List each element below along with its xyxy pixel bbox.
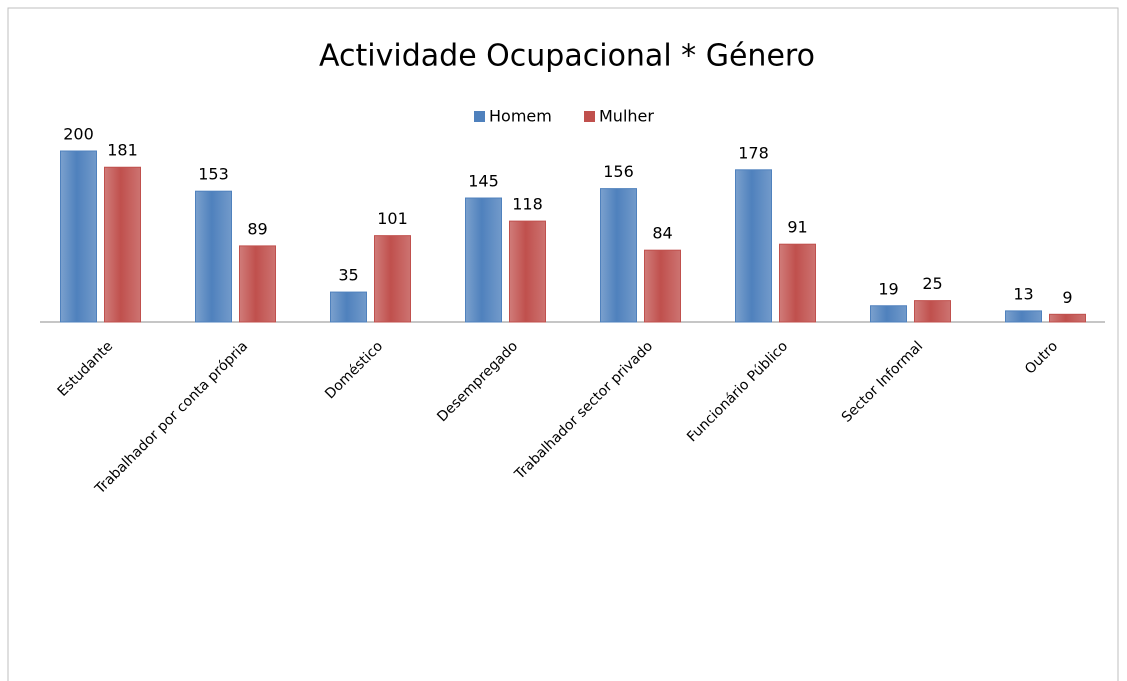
- legend-swatch: [474, 111, 485, 122]
- bar: [1005, 310, 1042, 323]
- legend-label: Mulher: [599, 107, 654, 126]
- bar: [914, 300, 951, 323]
- data-label: 35: [338, 266, 358, 285]
- bar: [1049, 313, 1086, 323]
- bar: [239, 245, 276, 323]
- data-label: 19: [878, 279, 898, 298]
- bar: [60, 150, 97, 323]
- data-label: 84: [652, 224, 672, 243]
- legend-label: Homem: [489, 107, 552, 126]
- data-label: 178: [738, 143, 769, 162]
- data-label: 13: [1013, 284, 1033, 303]
- bar: [600, 188, 637, 323]
- chart-frame: [7, 7, 1119, 681]
- data-label: 101: [377, 209, 408, 228]
- data-label: 181: [107, 141, 138, 160]
- data-label: 145: [468, 172, 499, 191]
- bar: [465, 197, 502, 323]
- bar: [104, 166, 141, 323]
- data-label: 118: [512, 195, 543, 214]
- bar: [735, 169, 772, 323]
- data-label: 89: [247, 219, 267, 238]
- bar: [779, 243, 816, 323]
- bar: [644, 249, 681, 323]
- bar: [870, 305, 907, 323]
- data-label: 25: [922, 274, 942, 293]
- bar: [374, 235, 411, 323]
- data-label: 200: [63, 125, 94, 144]
- legend-swatch: [584, 111, 595, 122]
- bar: [509, 220, 546, 323]
- data-label: 91: [787, 218, 807, 237]
- data-label: 153: [198, 165, 229, 184]
- bar: [330, 291, 367, 323]
- data-label: 9: [1062, 288, 1072, 307]
- chart-title: Actividade Ocupacional * Género: [319, 39, 815, 74]
- bar: [195, 190, 232, 323]
- data-label: 156: [603, 162, 634, 181]
